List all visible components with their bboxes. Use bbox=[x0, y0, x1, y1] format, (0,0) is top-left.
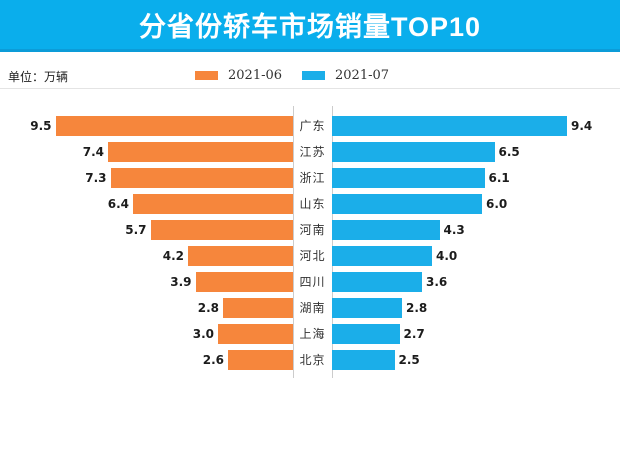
province-label: 广东 bbox=[299, 119, 326, 133]
june-value-label: 2.6 bbox=[202, 353, 224, 367]
july-value-label: 6.0 bbox=[486, 197, 508, 211]
july-value-label: 2.8 bbox=[406, 301, 428, 315]
july-cell: 4.3 bbox=[332, 220, 620, 240]
july-cell: 2.7 bbox=[332, 324, 620, 344]
page-title: 分省份轿车市场销量TOP10 bbox=[138, 12, 482, 42]
legend-label-july: 2021-07 bbox=[335, 67, 390, 83]
june-cell: 7.3 bbox=[0, 168, 293, 188]
june-value-label: 7.3 bbox=[85, 171, 107, 185]
june-cell: 9.5 bbox=[0, 116, 293, 136]
july-bar bbox=[332, 220, 440, 240]
july-cell: 6.5 bbox=[332, 142, 620, 162]
legend-swatch-july bbox=[302, 70, 325, 80]
province-label: 河南 bbox=[299, 223, 326, 237]
legend-label-june: 2021-06 bbox=[228, 67, 283, 83]
july-value-label: 2.5 bbox=[398, 353, 420, 367]
july-value-label: 2.7 bbox=[403, 327, 425, 341]
july-bar bbox=[332, 298, 402, 318]
july-value-label: 6.1 bbox=[488, 171, 510, 185]
july-bar bbox=[332, 324, 400, 344]
july-bar bbox=[332, 142, 495, 162]
july-value-label: 4.0 bbox=[436, 249, 458, 263]
july-bar bbox=[332, 194, 482, 214]
province-label: 四川 bbox=[299, 275, 326, 289]
chart-row: 4.2 河北 4.0 bbox=[0, 246, 620, 266]
june-cell: 2.6 bbox=[0, 350, 293, 370]
june-cell: 3.9 bbox=[0, 272, 293, 292]
chart-row: 6.4 山东 6.0 bbox=[0, 194, 620, 214]
chart-row: 7.3 浙江 6.1 bbox=[0, 168, 620, 188]
july-cell: 3.6 bbox=[332, 272, 620, 292]
june-cell: 6.4 bbox=[0, 194, 293, 214]
title-banner: 分省份轿车市场销量TOP10 bbox=[0, 0, 620, 52]
june-cell: 5.7 bbox=[0, 220, 293, 240]
july-value-label: 6.5 bbox=[498, 145, 520, 159]
june-bar bbox=[133, 194, 293, 214]
june-value-label: 3.9 bbox=[170, 275, 192, 289]
june-cell: 4.2 bbox=[0, 246, 293, 266]
june-value-label: 2.8 bbox=[197, 301, 219, 315]
july-cell: 2.8 bbox=[332, 298, 620, 318]
june-value-label: 6.4 bbox=[107, 197, 129, 211]
july-bar bbox=[332, 246, 432, 266]
header-divider bbox=[0, 88, 620, 89]
june-bar bbox=[223, 298, 293, 318]
june-bar bbox=[150, 220, 293, 240]
july-bar bbox=[332, 168, 485, 188]
july-value-label: 4.3 bbox=[443, 223, 465, 237]
chart-row: 9.5 广东 9.4 bbox=[0, 116, 620, 136]
chart-row: 7.4 江苏 6.5 bbox=[0, 142, 620, 162]
legend-item-2021-06: 2021-06 bbox=[195, 66, 282, 84]
july-value-label: 3.6 bbox=[426, 275, 448, 289]
june-cell: 3.0 bbox=[0, 324, 293, 344]
province-label: 河北 bbox=[299, 249, 326, 263]
june-value-label: 4.2 bbox=[162, 249, 184, 263]
june-cell: 7.4 bbox=[0, 142, 293, 162]
legend-item-2021-07: 2021-07 bbox=[302, 66, 389, 84]
june-value-label: 7.4 bbox=[82, 145, 104, 159]
left-axis-line bbox=[293, 106, 294, 378]
july-bar bbox=[332, 350, 395, 370]
province-label: 江苏 bbox=[299, 145, 326, 159]
unit-label: 单位：万辆 bbox=[8, 70, 69, 84]
june-bar bbox=[195, 272, 293, 292]
june-value-label: 5.7 bbox=[125, 223, 147, 237]
june-cell: 2.8 bbox=[0, 298, 293, 318]
chart-row: 5.7 河南 4.3 bbox=[0, 220, 620, 240]
june-value-label: 3.0 bbox=[192, 327, 214, 341]
province-label: 湖南 bbox=[299, 301, 326, 315]
right-axis-line bbox=[332, 106, 333, 378]
july-cell: 2.5 bbox=[332, 350, 620, 370]
july-bar bbox=[332, 116, 567, 136]
chart-row: 2.6 北京 2.5 bbox=[0, 350, 620, 370]
june-bar bbox=[188, 246, 293, 266]
july-value-label: 9.4 bbox=[571, 119, 593, 133]
june-bar bbox=[55, 116, 293, 136]
province-label: 浙江 bbox=[299, 171, 326, 185]
july-cell: 9.4 bbox=[332, 116, 620, 136]
province-label: 上海 bbox=[299, 327, 326, 341]
chart-row: 3.0 上海 2.7 bbox=[0, 324, 620, 344]
july-cell: 6.1 bbox=[332, 168, 620, 188]
june-value-label: 9.5 bbox=[30, 119, 52, 133]
june-bar bbox=[218, 324, 293, 344]
province-label: 山东 bbox=[299, 197, 326, 211]
legend-swatch-june bbox=[195, 70, 218, 80]
province-label: 北京 bbox=[299, 353, 326, 367]
july-cell: 4.0 bbox=[332, 246, 620, 266]
june-bar bbox=[228, 350, 293, 370]
chart-row: 3.9 四川 3.6 bbox=[0, 272, 620, 292]
july-bar bbox=[332, 272, 422, 292]
june-bar bbox=[108, 142, 293, 162]
june-bar bbox=[110, 168, 293, 188]
july-cell: 6.0 bbox=[332, 194, 620, 214]
chart-row: 2.8 湖南 2.8 bbox=[0, 298, 620, 318]
